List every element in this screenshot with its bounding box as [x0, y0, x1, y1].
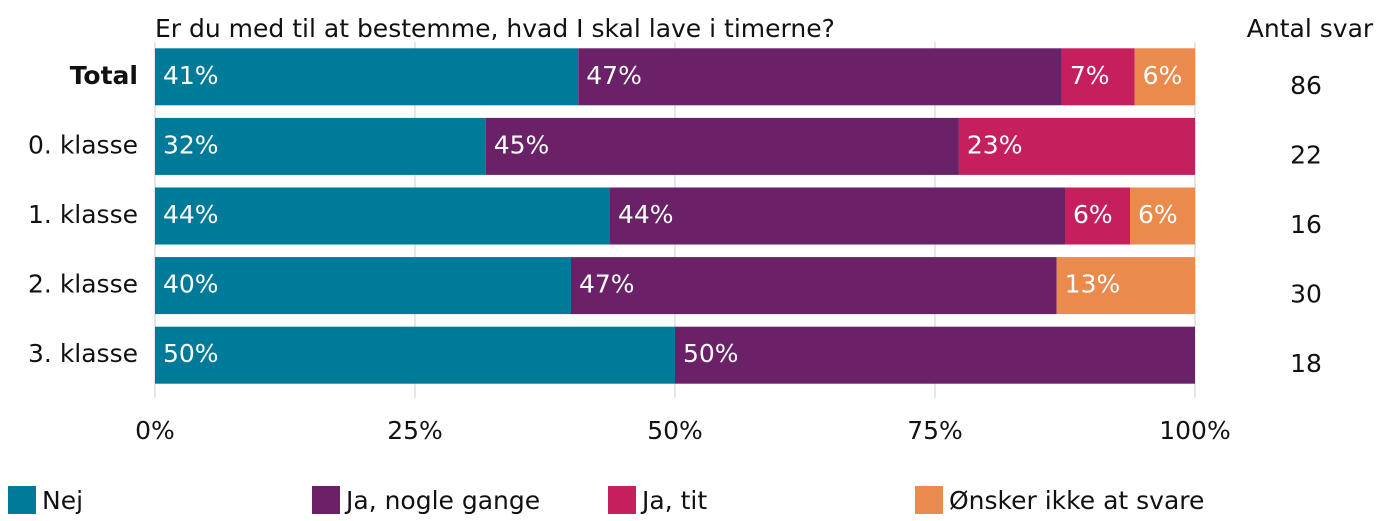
legend-label: Ønsker ikke at svare: [949, 486, 1204, 515]
bar-segment: [675, 326, 1195, 384]
bar-segment: [1130, 187, 1195, 245]
value-label: 44%: [163, 200, 219, 229]
bar-segment: [155, 117, 486, 175]
chart-title: Er du med til at bestemme, hvad I skal l…: [155, 14, 835, 43]
y-tick-label: 2. klasse: [28, 270, 138, 299]
x-tick-label: 100%: [1159, 416, 1230, 445]
value-label: 44%: [618, 200, 674, 229]
value-label: 45%: [494, 130, 550, 159]
bar-segment: [155, 48, 579, 106]
y-tick-label: 1. klasse: [28, 200, 138, 229]
bar-segment: [571, 257, 1057, 315]
bar-segment: [155, 326, 675, 384]
value-label: 6%: [1073, 200, 1113, 229]
x-tick-label: 75%: [907, 416, 963, 445]
bar-segment: [1061, 48, 1135, 106]
y-tick-label: 3. klasse: [28, 339, 138, 368]
count-label: 86: [1290, 71, 1322, 100]
value-label: 50%: [163, 339, 219, 368]
value-label: 6%: [1138, 200, 1178, 229]
legend-label: Nej: [42, 486, 83, 515]
bar-segment: [610, 187, 1065, 245]
value-label: 40%: [163, 270, 219, 299]
x-tick-label: 0%: [135, 416, 175, 445]
x-tick-label: 50%: [647, 416, 703, 445]
legend-swatch: [915, 486, 943, 514]
legend-swatch: [8, 486, 36, 514]
count-label: 16: [1290, 210, 1322, 239]
bar-segment: [1134, 48, 1195, 106]
bar-segment: [485, 117, 959, 175]
value-label: 32%: [163, 130, 219, 159]
value-label: 41%: [163, 61, 219, 90]
value-label: 50%: [683, 339, 739, 368]
value-label: 47%: [579, 270, 635, 299]
bar-segment: [1056, 257, 1195, 315]
bar-segment: [578, 48, 1062, 106]
value-label: 6%: [1143, 61, 1183, 90]
legend-label: Ja, nogle gange: [344, 486, 540, 515]
value-label: 47%: [586, 61, 642, 90]
legend-swatch: [312, 486, 340, 514]
value-label: 23%: [967, 130, 1023, 159]
y-tick-label: 0. klasse: [28, 130, 138, 159]
count-title: Antal svar: [1247, 14, 1374, 43]
legend-swatch: [608, 486, 636, 514]
bar-segment: [155, 257, 571, 315]
bar-segment: [155, 187, 610, 245]
x-tick-label: 25%: [387, 416, 443, 445]
value-label: 13%: [1065, 270, 1121, 299]
count-label: 18: [1290, 349, 1322, 378]
legend-label: Ja, tit: [640, 486, 707, 515]
bar-segment: [1065, 187, 1130, 245]
count-label: 30: [1290, 280, 1322, 309]
value-label: 7%: [1070, 61, 1110, 90]
y-tick-label: Total: [70, 61, 138, 90]
bar-segment: [958, 117, 1195, 175]
count-label: 22: [1290, 140, 1322, 169]
